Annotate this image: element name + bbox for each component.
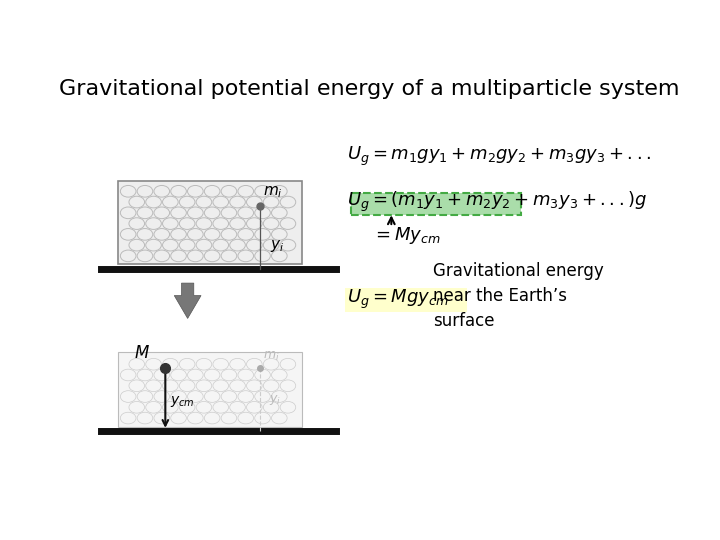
Text: $y_i$: $y_i$: [270, 238, 284, 254]
Bar: [118, 352, 302, 427]
Text: $m_i$: $m_i$: [263, 184, 283, 200]
Bar: [351, 193, 521, 215]
Text: $= My_{cm}$: $= My_{cm}$: [372, 225, 441, 246]
Text: $U_g = (m_1y_1+m_2y_2+m_3y_3+...)g$: $U_g = (m_1y_1+m_2y_2+m_3y_3+...)g$: [347, 190, 647, 214]
Text: Gravitational energy
near the Earth’s
surface: Gravitational energy near the Earth’s su…: [433, 261, 604, 329]
Bar: [345, 288, 467, 312]
Text: $U_g = Mgy_{cm}$: $U_g = Mgy_{cm}$: [347, 288, 449, 312]
Text: $U_g = m_1gy_1+m_2gy_2+m_3gy_3+...$: $U_g = m_1gy_1+m_2gy_2+m_3gy_3+...$: [347, 145, 651, 168]
Text: $y_i$: $y_i$: [269, 393, 281, 407]
Text: $y_{cm}$: $y_{cm}$: [170, 394, 194, 409]
FancyArrow shape: [174, 283, 201, 319]
Text: Gravitational potential energy of a multiparticle system: Gravitational potential energy of a mult…: [59, 79, 679, 99]
Bar: [118, 181, 302, 265]
Text: $M$: $M$: [135, 344, 150, 362]
Text: $m_i$: $m_i$: [263, 350, 279, 363]
